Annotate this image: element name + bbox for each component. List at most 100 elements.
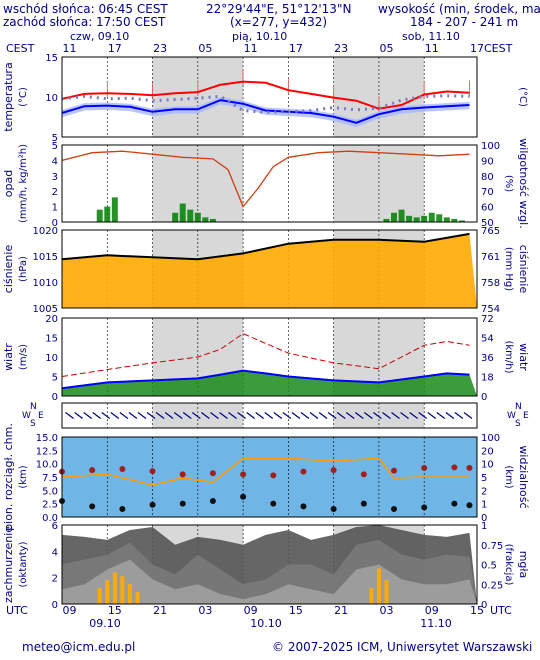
- wind-direction-arrow: [382, 412, 391, 419]
- compass-letter: S: [515, 419, 521, 429]
- day-label-top: czw, 09.10: [70, 30, 129, 43]
- cloud-top-dot: [360, 471, 367, 478]
- hour-label-bottom: 15: [470, 604, 484, 617]
- precip-bar: [421, 215, 428, 222]
- email-link[interactable]: meteo@icm.edu.pl: [22, 640, 136, 654]
- panel-unit-wind-left: (m/s): [18, 344, 29, 370]
- pressure-area: [62, 233, 477, 308]
- tick-label-cloud: 0: [52, 600, 58, 611]
- hour-label-bottom: 21: [153, 604, 167, 617]
- tick-label-visibility: 7.5: [42, 473, 58, 484]
- tick-label-wind: 36: [481, 353, 494, 364]
- tick-label-visibility: 5.0: [42, 486, 58, 497]
- tick-label-pressure: 754: [481, 304, 500, 315]
- tick-label-cloud: 4: [52, 547, 58, 558]
- tick-label-cloud: 0.75: [481, 541, 503, 552]
- hour-label-bottom: 21: [334, 604, 348, 617]
- hour-label-top: 23: [153, 42, 167, 55]
- tick-label-wind: 18: [481, 373, 494, 384]
- panel-label-precip-right: wilgotność wzgl.: [517, 138, 530, 228]
- hour-label-bottom: 15: [108, 604, 122, 617]
- tick-label-wind: 0: [52, 392, 58, 403]
- tick-label-wind: 0: [481, 392, 487, 403]
- tick-label-wind: 20: [45, 314, 58, 325]
- cloud-top-dot: [466, 464, 473, 471]
- compass-letter: E: [38, 411, 44, 421]
- cloud-top-dot: [179, 471, 186, 478]
- tick-label-wind: 10: [45, 353, 58, 364]
- wind-direction-arrow: [255, 412, 265, 419]
- fog-bar: [135, 592, 140, 604]
- tz-label-bottom: UTC: [490, 604, 512, 617]
- cloud-top-dot: [240, 471, 247, 478]
- hour-label-bottom: 09: [244, 604, 258, 617]
- fog-bar: [105, 580, 110, 604]
- hour-label-top: 05: [379, 42, 393, 55]
- compass-letter: W: [507, 411, 516, 421]
- tick-label-cloud: 0.5: [481, 561, 497, 572]
- cloud-top-dot: [149, 468, 156, 475]
- pressure-line: [61, 232, 470, 261]
- wind-direction-arrow: [363, 412, 373, 419]
- tick-label-visibility: 20: [481, 446, 494, 457]
- precip-bar: [436, 214, 443, 222]
- panel-frame-wind: [61, 317, 478, 397]
- date-label-bottom: 10.10: [250, 617, 282, 630]
- cloud-top-dot: [209, 470, 216, 477]
- cloud-base-dot: [240, 493, 247, 500]
- cloud-base-dot: [451, 500, 458, 507]
- tick-label-precip: 90: [481, 156, 494, 167]
- grid-text: (x=277, y=432): [230, 15, 328, 29]
- wind-direction-arrow: [182, 412, 192, 419]
- wind-direction-arrow: [92, 412, 102, 419]
- precip-bar: [406, 215, 413, 222]
- cloud-base-dot: [209, 498, 216, 504]
- elevation-label: wysokość (min, środek, max): [378, 2, 540, 16]
- wind-direction-arrow: [128, 412, 138, 419]
- sunrise-text: wschód słońca: 06:45 CEST: [3, 2, 168, 16]
- fog-bar: [376, 568, 381, 604]
- day-label-top: sob, 11.10: [402, 30, 460, 43]
- tick-label-cloud: 2: [52, 574, 58, 585]
- cloud-top-dot: [391, 467, 397, 474]
- tick-label-temperature: 10: [45, 93, 58, 104]
- tick-label-pressure: 765: [481, 226, 500, 237]
- hour-label-top: 05: [198, 42, 212, 55]
- wind-direction-arrow: [400, 412, 409, 419]
- tick-label-pressure: 1015: [33, 252, 58, 263]
- tick-label-precip: 80: [481, 172, 494, 183]
- tick-label-precip: 70: [481, 187, 494, 198]
- wind-direction-arrow: [291, 412, 301, 419]
- tick-label-precip: 5: [52, 141, 58, 152]
- hour-label-top: 17: [470, 42, 484, 55]
- panel-label-visibility-right: widzialność: [517, 445, 530, 508]
- panel-unit-visibility-left: (km): [18, 465, 29, 488]
- compass-letter: N: [515, 402, 522, 412]
- precip-bar: [458, 220, 465, 222]
- visibility-line: [61, 457, 470, 486]
- wind-direction-arrow: [119, 412, 129, 419]
- compass-letter: N: [30, 402, 37, 412]
- hour-label-top: 11: [244, 42, 258, 55]
- precip-bar: [96, 209, 103, 222]
- wind-direction-arrow: [137, 412, 147, 419]
- tick-label-cloud: 0: [481, 600, 487, 611]
- panel-label-pressure-right: ciśnienie: [517, 245, 530, 294]
- tick-label-visibility: 5: [481, 473, 487, 484]
- wind-direction-arrow: [282, 412, 292, 419]
- cloud-base-dot: [270, 500, 277, 507]
- tick-label-precip: 3: [52, 172, 58, 183]
- cloud-top-dot: [119, 466, 126, 472]
- wind-direction-arrow: [300, 412, 310, 419]
- cloud-base-dot: [330, 506, 337, 512]
- wind-speed-area: [62, 370, 477, 396]
- cloud-base-dot: [391, 506, 397, 512]
- wind-direction-arrow: [336, 412, 346, 419]
- panel-label-temperature-left: temperatura: [2, 62, 15, 131]
- wind-direction-arrow: [237, 412, 246, 419]
- compass-letter: S: [30, 419, 36, 429]
- panel-frame-direction: [61, 402, 478, 429]
- wind-direction-arrow: [273, 412, 283, 419]
- precip-bar: [428, 212, 435, 222]
- precip-bar: [111, 197, 118, 222]
